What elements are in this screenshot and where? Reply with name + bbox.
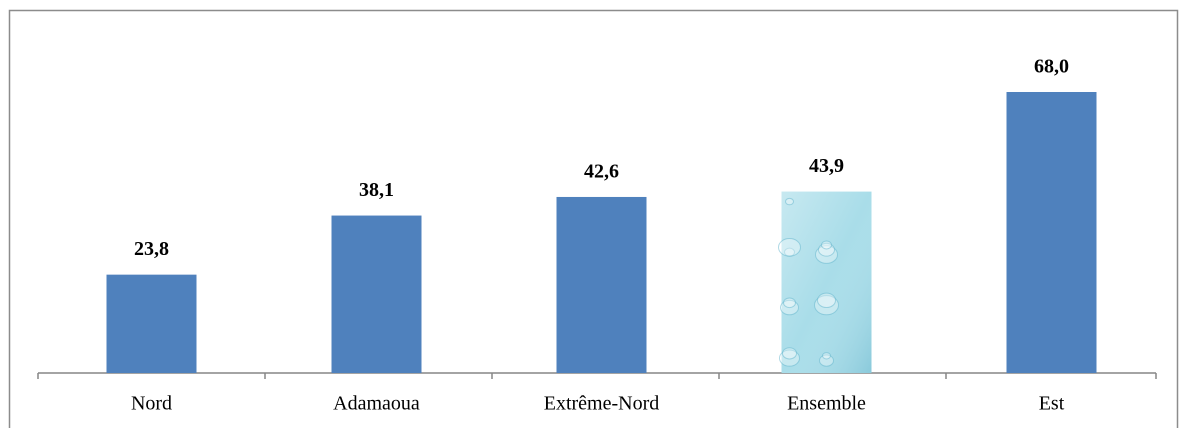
bar	[106, 274, 197, 373]
bar-texture	[785, 197, 794, 206]
value-label: 42,6	[584, 161, 619, 183]
bar-texture	[781, 191, 872, 373]
value-label: 23,8	[134, 238, 169, 260]
x-tick-label: Adamaoua	[333, 393, 420, 415]
x-tick-label: Est	[1039, 393, 1065, 415]
plot-area: 23,8 Nord 38,1 Adamaoua 42,6 Extrême-Nord 43,9…	[37, 56, 1157, 415]
bar-texture	[778, 238, 801, 257]
bar-texture	[822, 352, 831, 360]
bar-texture	[818, 242, 835, 257]
bar	[331, 215, 422, 373]
bar	[556, 196, 647, 373]
bar-texture	[814, 295, 839, 316]
value-label: 38,1	[359, 179, 394, 201]
bar-texture	[817, 292, 836, 309]
x-tick-label: Ensemble	[787, 393, 866, 415]
bar-texture	[821, 240, 832, 250]
x-tick-label: Extrême-Nord	[544, 393, 660, 415]
value-label: 68,0	[1034, 56, 1069, 78]
bar-texture	[815, 245, 838, 264]
bar	[1006, 92, 1097, 373]
bar-texture	[779, 349, 800, 367]
bar-texture	[782, 347, 797, 360]
bar-texture	[783, 297, 796, 309]
value-label: 43,9	[809, 155, 844, 177]
x-tick-label: Nord	[131, 393, 172, 415]
